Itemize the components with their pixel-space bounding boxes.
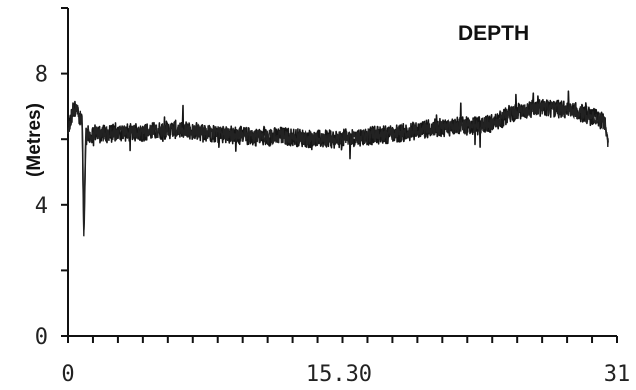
- y-ticks: 0 4 8: [35, 7, 68, 350]
- x-ticks: 0 15.30 31: [61, 336, 630, 387]
- y-tick-label: 8: [35, 63, 48, 88]
- x-tick-label: 31: [604, 362, 631, 387]
- axes: [67, 8, 617, 337]
- depth-series-band: [67, 99, 609, 237]
- y-tick-label: 4: [35, 194, 48, 219]
- x-tick-label: 15.30: [306, 362, 372, 387]
- y-axis-label: (Metres): [24, 103, 45, 177]
- series-layer: [67, 90, 609, 237]
- chart-title: DEPTH: [458, 22, 529, 45]
- x-tick-label: 0: [61, 362, 74, 387]
- y-tick-label: 0: [35, 325, 48, 350]
